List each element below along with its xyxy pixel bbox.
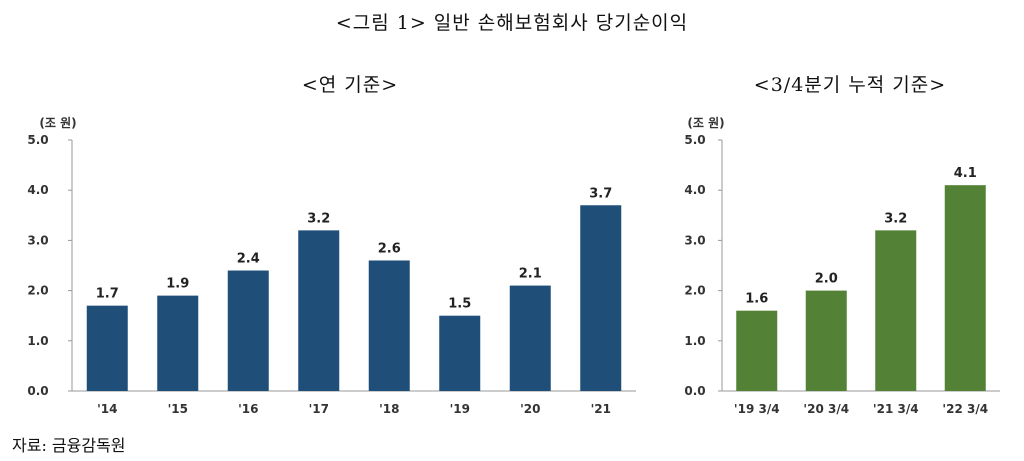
- chart-1-y-tick-label: 3.0: [27, 233, 48, 247]
- chart-1-bar: [368, 260, 410, 391]
- chart-2-value-label: 1.6: [745, 292, 768, 307]
- chart-2-title: <3/4분기 누적 기준>: [753, 74, 947, 96]
- chart-1-bar: [298, 230, 340, 391]
- chart-2-value-label: 4.1: [954, 166, 977, 181]
- chart-1-x-tick-label: '15: [168, 402, 188, 416]
- chart-2-x-tick-label: '22 3/4: [942, 402, 988, 416]
- chart-2-y-tick-label: 4.0: [684, 183, 705, 197]
- chart-1-y-tick-label: 5.0: [27, 133, 48, 147]
- chart-1-x-tick-label: '17: [309, 402, 329, 416]
- chart-2-x-tick-label: '20 3/4: [803, 402, 849, 416]
- chart-2-y-tick-label: 3.0: [684, 233, 705, 247]
- chart-2-x-tick-label: '19 3/4: [734, 402, 780, 416]
- chart-2-value-label: 3.2: [884, 211, 907, 226]
- chart-1-value-label: 2.1: [519, 267, 542, 282]
- chart-2-x-tick-label: '21 3/4: [873, 402, 919, 416]
- chart-1-value-label: 2.4: [237, 252, 260, 267]
- chart-2-y-tick-label: 1.0: [684, 334, 705, 348]
- chart-2-y-tick-label: 2.0: [684, 284, 705, 298]
- chart-1-y-tick-label: 1.0: [27, 334, 48, 348]
- chart-1-unit-label: (조 원): [39, 116, 76, 130]
- chart-1-x-tick-label: '14: [97, 402, 117, 416]
- chart-2-bar: [944, 185, 986, 391]
- chart-2-value-label: 2.0: [815, 272, 838, 287]
- chart-2-y-tick-label: 5.0: [684, 133, 705, 147]
- chart-2-bar: [805, 290, 847, 391]
- source-note: 자료: 금융감독원: [12, 436, 126, 455]
- chart-1-y-tick-label: 0.0: [27, 384, 48, 398]
- chart-1-value-label: 3.2: [307, 211, 330, 226]
- chart-1-value-label: 1.7: [96, 287, 119, 302]
- chart-1-value-label: 3.7: [589, 186, 612, 201]
- chart-1-title: <연 기준>: [301, 74, 399, 96]
- chart-1-bar: [227, 270, 269, 391]
- chart-2-y-tick-label: 0.0: [684, 384, 705, 398]
- chart-1-bar: [439, 315, 481, 391]
- chart-1-bar: [86, 305, 128, 391]
- chart-1-x-tick-label: '19: [450, 402, 470, 416]
- chart-2-unit-label: (조 원): [687, 116, 724, 130]
- chart-1-value-label: 1.5: [448, 297, 471, 312]
- chart-1-x-tick-label: '20: [520, 402, 540, 416]
- chart-1-bar: [509, 285, 551, 391]
- figure-title: <그림 1> 일반 손해보험회사 당기순이익: [335, 12, 689, 34]
- chart-1-value-label: 1.9: [166, 277, 189, 292]
- chart-2-bar: [736, 310, 778, 391]
- chart-1-y-tick-label: 2.0: [27, 284, 48, 298]
- chart-2-bar: [875, 230, 917, 391]
- chart-1-x-tick-label: '16: [238, 402, 258, 416]
- chart-1-x-tick-label: '18: [379, 402, 399, 416]
- chart-1-bar: [157, 295, 199, 391]
- chart-1-bar: [580, 205, 622, 391]
- chart-1-value-label: 2.6: [378, 241, 401, 256]
- chart-1-x-tick-label: '21: [591, 402, 611, 416]
- chart-1-y-tick-label: 4.0: [27, 183, 48, 197]
